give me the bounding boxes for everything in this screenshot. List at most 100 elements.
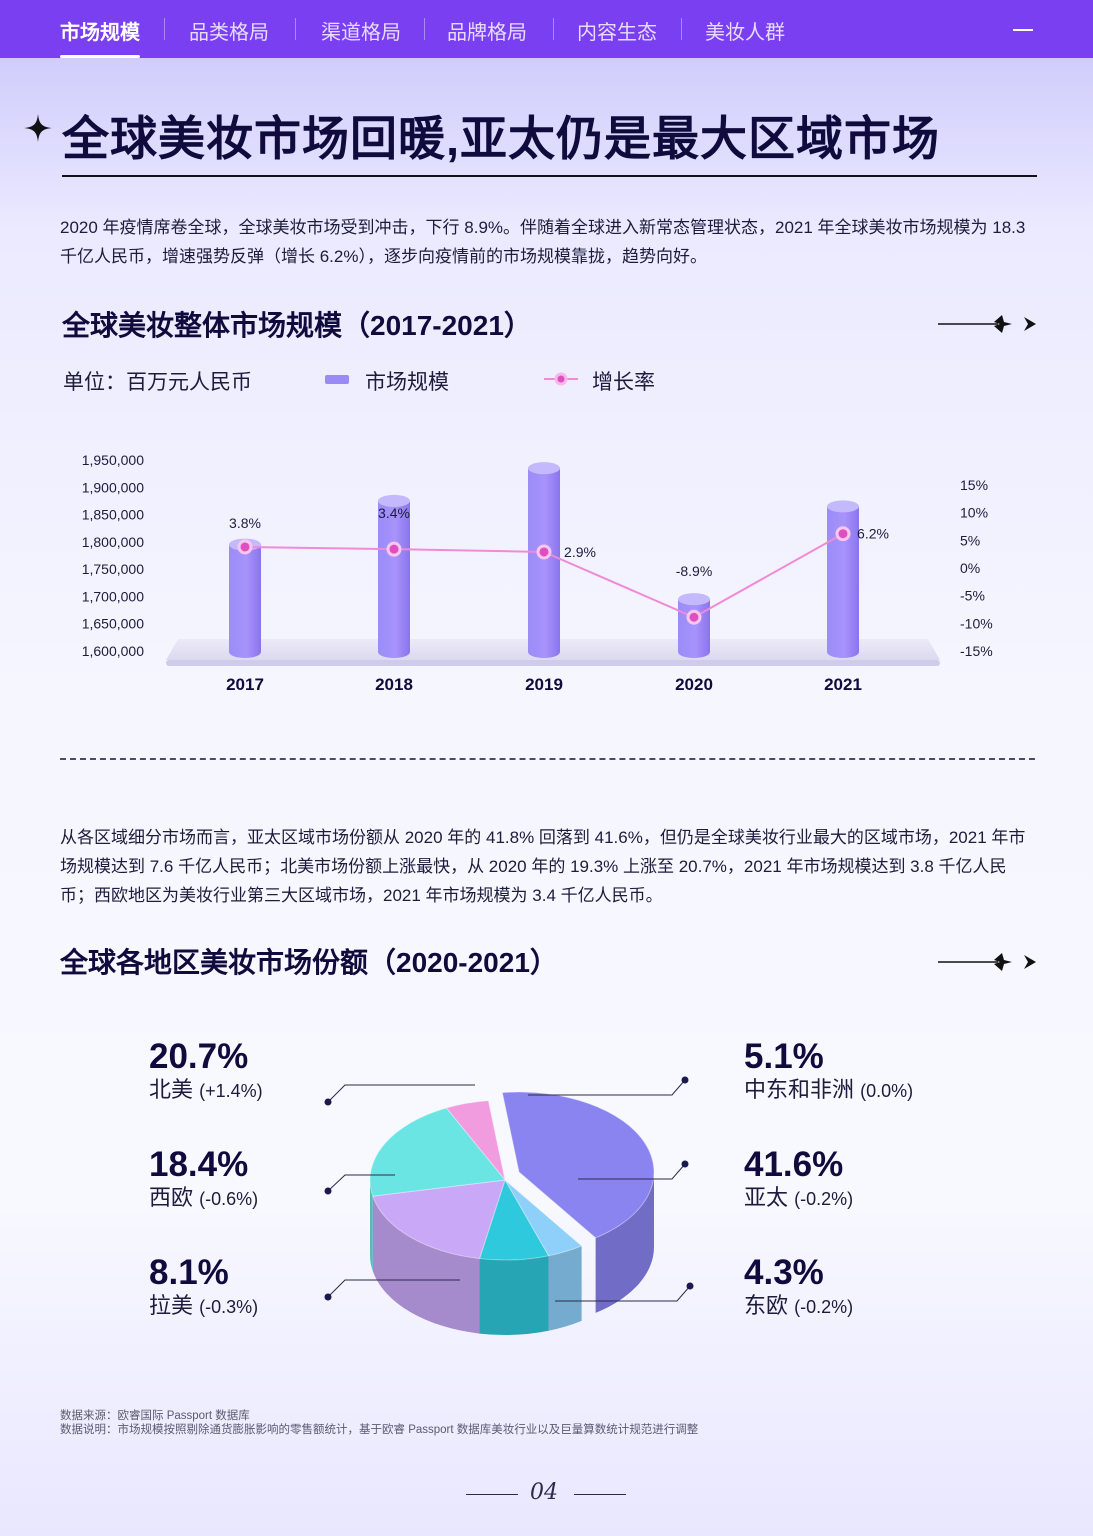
page-number: 04 [530, 1480, 558, 1505]
region-name: 东欧 [744, 1293, 789, 1318]
pie-slice-2 [478, 1178, 550, 1261]
pie-slice-5 [445, 1100, 506, 1181]
growth-point [536, 544, 552, 560]
region-name: 中东和非洲 [744, 1077, 855, 1102]
pie-side-1 [372, 1196, 480, 1334]
bar-2019 [528, 462, 560, 658]
pie-slice-4 [501, 1091, 655, 1239]
growth-label: 2.9% [564, 544, 596, 560]
y-tick-label: 1,600,000 [82, 643, 144, 659]
tab-separator [424, 18, 425, 40]
pie-side-4 [595, 1172, 654, 1313]
y2-tick-label: 0% [960, 560, 980, 576]
section-divider [60, 758, 1035, 760]
tab-content[interactable]: 内容生态 [577, 22, 657, 44]
bar-cap [378, 494, 410, 507]
growth-label: 6.2% [857, 526, 889, 542]
growth-point [835, 526, 851, 542]
tab-channel[interactable]: 渠道格局 [321, 22, 401, 44]
bar-2018 [378, 494, 410, 658]
pie-label-western-europe: 18.4% 西欧 (-0.6%) [149, 1146, 258, 1213]
unit-label: 单位：百万元人民币 [63, 371, 252, 394]
x-tick-label: 2017 [226, 675, 264, 694]
tab-separator [164, 18, 165, 40]
y-tick-label: 1,850,000 [82, 507, 144, 523]
share-change: (-0.3%) [199, 1297, 259, 1317]
pie-label-north-america: 20.7% 北美 (+1.4%) [149, 1038, 263, 1105]
share-change: (-0.2%) [794, 1297, 854, 1317]
share-value: 18.4% [149, 1145, 249, 1184]
bar-body [827, 506, 859, 658]
bar-cap [528, 462, 560, 475]
leader-line [324, 1084, 475, 1106]
share-change: (+1.4%) [199, 1081, 263, 1101]
legend-bar-label: 市场规模 [365, 371, 449, 394]
share-value: 41.6% [744, 1145, 844, 1184]
arrow-decoration-icon [938, 315, 1036, 333]
tab-market-size[interactable]: 市场规模 [60, 16, 140, 58]
leader-line [324, 1279, 460, 1301]
region-name: 北美 [149, 1077, 194, 1102]
region-name: 西欧 [149, 1185, 194, 1210]
data-note: 数据说明：市场规模按照剔除通货膨胀影响的零售额统计，基于欧睿 Passport … [60, 1424, 699, 1436]
y2-tick-label: -10% [960, 615, 993, 631]
share-value: 5.1% [744, 1037, 824, 1076]
bar-2017 [229, 538, 261, 658]
share-value: 4.3% [744, 1253, 824, 1292]
bar-body [229, 544, 261, 658]
legend-line-swatch [544, 372, 578, 386]
y-tick-label: 1,650,000 [82, 616, 144, 632]
bar-body [678, 599, 710, 658]
title-underline [62, 175, 1037, 177]
leader-line [324, 1174, 395, 1195]
menu-icon[interactable] [1013, 29, 1033, 31]
y2-tick-label: -5% [960, 588, 985, 604]
tab-brand[interactable]: 品牌格局 [447, 22, 527, 44]
pie-label-middle-east-africa: 5.1% 中东和非洲 (0.0%) [744, 1038, 913, 1105]
share-value: 8.1% [149, 1253, 229, 1292]
y2-tick-label: -15% [960, 643, 993, 659]
x-tick-label: 2019 [525, 675, 563, 694]
share-change: (-0.2%) [794, 1189, 854, 1209]
regional-share-pie-chart [324, 1076, 694, 1335]
y2-tick-label: 15% [960, 477, 988, 493]
growth-point [386, 541, 402, 557]
pie-label-eastern-europe: 4.3% 东欧 (-0.2%) [744, 1254, 853, 1321]
pie-slice-1 [372, 1179, 506, 1260]
y2-tick-label: 5% [960, 532, 980, 548]
share-change: (-0.6%) [199, 1189, 259, 1209]
tab-separator [553, 18, 554, 40]
x-tick-label: 2021 [824, 675, 862, 694]
regional-paragraph: 从各区域细分市场而言，亚太区域市场份额从 2020 年的 41.8% 回落到 4… [60, 828, 1026, 905]
legend-bar-swatch [325, 375, 349, 384]
tab-audience[interactable]: 美妆人群 [705, 22, 785, 44]
bar-body [378, 500, 410, 658]
growth-point [237, 539, 253, 555]
share-change: (0.0%) [860, 1081, 914, 1101]
y-tick-label: 1,950,000 [82, 452, 144, 468]
data-source: 数据来源：欧睿国际 Passport 数据库 [60, 1410, 250, 1422]
tab-category[interactable]: 品类格局 [189, 22, 269, 44]
legend-line-label: 增长率 [592, 371, 655, 394]
pie-side-2 [479, 1255, 549, 1335]
pie-label-latin-america: 8.1% 拉美 (-0.3%) [149, 1254, 258, 1321]
pie-side-0 [370, 1180, 373, 1272]
share-value: 20.7% [149, 1037, 249, 1076]
leader-line [555, 1282, 694, 1302]
arrow-decoration-icon [938, 953, 1036, 971]
page-number-line-right [574, 1494, 626, 1495]
intro-paragraph: 2020 年疫情席卷全球，全球美妆市场受到冲击，下行 8.9%。伴随着全球进入新… [60, 218, 1026, 266]
market-size-chart: 1,950,000 1,900,000 1,850,000 1,800,000 1,75… [82, 452, 993, 694]
growth-label: 3.8% [229, 515, 261, 531]
bar-cap [827, 500, 859, 513]
pie-slice-0 [369, 1107, 506, 1197]
x-tick-label: 2020 [675, 675, 713, 694]
pie-side-3 [548, 1245, 582, 1331]
leader-line [578, 1160, 689, 1180]
growth-point [686, 609, 702, 625]
page-number-line-left [466, 1494, 518, 1495]
pie-label-asia-pacific: 41.6% 亚太 (-0.2%) [744, 1146, 853, 1213]
y2-tick-label: 10% [960, 505, 988, 521]
pie-slice-3 [504, 1179, 583, 1257]
bar-cap [678, 593, 710, 606]
